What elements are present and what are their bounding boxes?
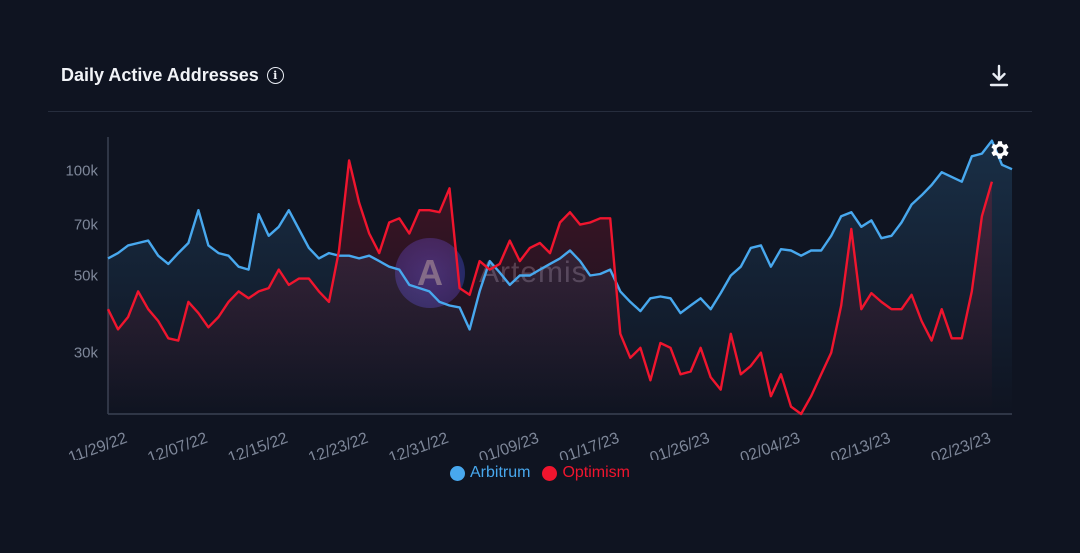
x-tick-label: 12/23/22 — [306, 430, 370, 460]
legend-dot-icon — [449, 465, 465, 481]
x-tick-label: 02/04/23 — [738, 430, 802, 460]
legend-label: Optimism — [562, 464, 630, 481]
legend-dot-icon — [542, 465, 558, 481]
gear-icon[interactable] — [988, 138, 1012, 162]
legend-label: Arbitrum — [469, 464, 531, 481]
series-layer — [106, 139, 1013, 416]
series-line-arbitrum[interactable] — [107, 139, 1013, 331]
series-area-optimism — [108, 160, 992, 414]
y-axis-ticks: 30k 50k 70k 100k — [65, 163, 98, 362]
chart-title: Daily Active Addresses i — [61, 65, 284, 86]
y-tick-label: 70k — [74, 217, 99, 234]
y-tick-label: 30k — [74, 345, 99, 362]
x-axis-ticks: 11/29/22 12/07/22 12/15/22 12/23/22 12/31/22… — [66, 430, 993, 460]
card-header: Daily Active Addresses i — [48, 55, 1032, 112]
y-tick-label: 100k — [65, 163, 98, 180]
download-icon[interactable] — [986, 63, 1012, 89]
legend-item-optimism[interactable]: Optimism — [542, 464, 630, 482]
info-icon[interactable]: i — [266, 67, 284, 84]
x-tick-label: 02/23/23 — [929, 430, 993, 460]
x-tick-label: 11/29/22 — [66, 430, 129, 460]
chart-legend: Arbitrum Optimism — [0, 464, 1080, 482]
x-tick-label: 12/15/22 — [226, 430, 290, 460]
x-tick-label: 01/17/23 — [557, 430, 621, 460]
series-line-optimism[interactable] — [106, 159, 994, 416]
chart-title-text: Daily Active Addresses — [61, 65, 259, 85]
y-tick-label: 50k — [74, 268, 99, 285]
legend-item-arbitrum[interactable]: Arbitrum — [449, 464, 531, 482]
line-chart[interactable]: 30k 50k 70k 100k 11/29/22 12/07/22 12/15/22 12… — [0, 0, 1080, 460]
x-tick-label: 02/13/23 — [828, 430, 892, 460]
x-tick-label: 01/26/23 — [648, 430, 712, 460]
x-tick-label: 01/09/23 — [477, 430, 541, 460]
x-tick-label: 12/31/22 — [387, 430, 451, 460]
x-tick-label: 12/07/22 — [145, 430, 209, 460]
